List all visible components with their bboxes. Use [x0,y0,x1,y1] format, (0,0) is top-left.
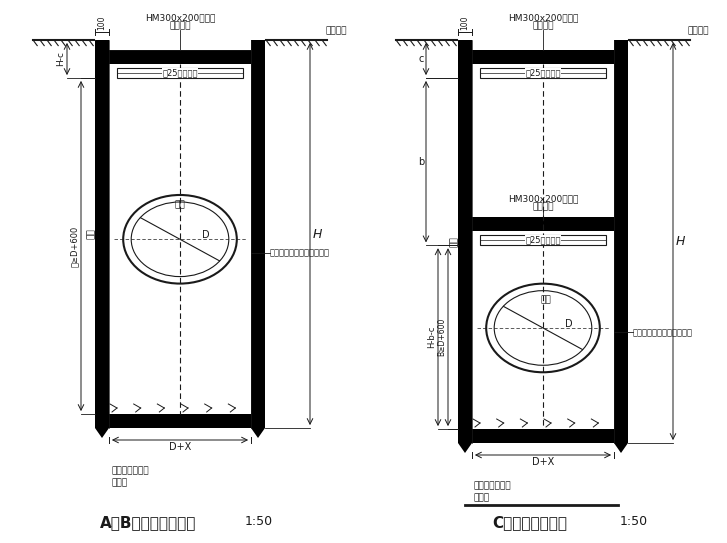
Text: 通长设置: 通长设置 [169,21,190,30]
Text: 通长设置: 通长设置 [532,203,554,211]
Text: 管道基础见排水工程通用图: 管道基础见排水工程通用图 [633,328,693,337]
Text: 通长设置: 通长设置 [532,21,554,30]
Text: 工25槽钢支撑: 工25槽钢支撑 [525,236,561,245]
Text: 管道基础见排水工程通用图: 管道基础见排水工程通用图 [270,248,330,257]
Polygon shape [251,428,265,438]
Bar [109,414,251,428]
Bar [614,40,628,443]
Bar [95,40,109,428]
Text: 目≥D+600: 目≥D+600 [70,225,79,267]
Bar [117,68,243,78]
Bar [107,50,253,64]
Bar [251,40,265,428]
Text: c: c [419,54,424,64]
Ellipse shape [494,291,592,365]
Text: 管道: 管道 [540,295,551,304]
Bar [470,217,616,231]
Text: 1:50: 1:50 [245,515,273,528]
Bar [480,235,606,245]
Bar [472,429,614,443]
Text: 100: 100 [97,16,106,30]
Text: 1:50: 1:50 [620,515,648,528]
Text: 工25槽钢支撑: 工25槽钢支撑 [525,68,561,78]
Text: D+X: D+X [532,457,554,467]
Text: 桩柱: 桩柱 [449,236,459,247]
Text: b: b [418,156,424,167]
Text: 地面标高: 地面标高 [688,26,710,35]
Text: H-c: H-c [56,52,65,66]
Text: A、B型管坑支护剖面: A、B型管坑支护剖面 [100,515,196,530]
Text: 100: 100 [460,16,470,30]
Text: HM300x200钢腰梁: HM300x200钢腰梁 [508,194,578,203]
Text: HM300x200钢腰梁: HM300x200钢腰梁 [508,13,578,22]
Text: D: D [202,230,209,240]
Ellipse shape [486,283,600,372]
Text: 密扣拉森钢板桩: 密扣拉森钢板桩 [111,466,148,475]
Text: 地面标高: 地面标高 [325,26,347,35]
Text: D: D [565,319,572,329]
Text: C型管坑支护剖面: C型管坑支护剖面 [492,515,568,530]
Ellipse shape [123,195,237,283]
Text: 或槽钢: 或槽钢 [474,493,490,502]
Text: D+X: D+X [169,442,191,452]
Text: 或槽钢: 或槽钢 [111,478,127,487]
Bar [480,68,606,78]
Ellipse shape [131,202,229,276]
Text: HM300x200钢腰梁: HM300x200钢腰梁 [145,13,215,22]
Text: B≥D+600: B≥D+600 [437,318,446,356]
Polygon shape [614,443,628,453]
Text: 工25槽钢支撑: 工25槽钢支撑 [162,68,198,78]
Text: 桩柱: 桩柱 [87,229,95,239]
Text: H: H [676,235,686,248]
Text: 管道: 管道 [174,200,185,209]
Polygon shape [95,428,109,438]
Text: H-b-c: H-b-c [427,326,436,349]
Text: H: H [313,228,322,241]
Bar [470,50,616,64]
Bar [458,40,472,443]
Polygon shape [458,443,472,453]
Text: 密扣拉森钢板桩: 密扣拉森钢板桩 [474,481,512,490]
